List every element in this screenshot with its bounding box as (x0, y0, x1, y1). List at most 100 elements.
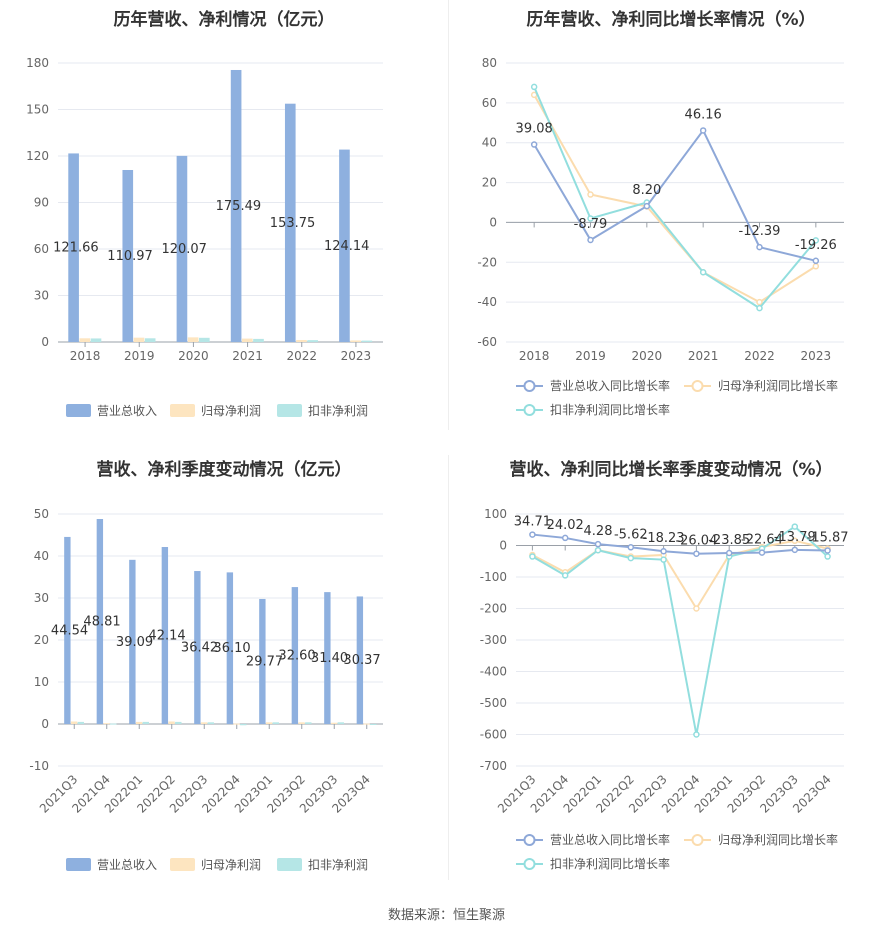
bar (265, 722, 273, 724)
data-point (587, 236, 594, 244)
bar (241, 338, 253, 342)
y-tick-label: 100 (484, 507, 507, 521)
data-point (594, 546, 602, 554)
bar (90, 338, 102, 342)
legend-marker (523, 380, 536, 392)
data-label: -5.62 (614, 527, 648, 542)
data-point (693, 550, 700, 557)
chart-panel-quarterly-revenue: 营收、净利季度变动情况（亿元） -10 0 10 20 30 40 50 2021Q3 2021… (0, 455, 448, 880)
data-label: 44.54 (51, 623, 88, 638)
annual-revenue-chart: 0 30 60 90 120 150 180 2018 2019 2020 2021 2022 2023… (26, 56, 383, 418)
series-line (531, 525, 829, 735)
data-label: 39.09 (116, 635, 153, 650)
y-tick-label: 0 (41, 717, 49, 731)
data-label: 42.14 (148, 629, 185, 644)
data-point (699, 269, 707, 276)
bar (68, 153, 79, 342)
y-tick-label: -10 (29, 759, 49, 773)
legend-label: 扣非净利润同比增长率 (550, 402, 670, 417)
data-label: 110.97 (107, 249, 153, 264)
legend-label: 归母净利润同比增长率 (718, 832, 838, 847)
legend-marker (523, 858, 536, 870)
bar (339, 149, 350, 342)
legend-swatch (277, 404, 302, 417)
y-tick-label: -500 (480, 696, 507, 710)
data-point (812, 257, 820, 265)
y-tick-label: 20 (34, 633, 49, 647)
y-tick-label: 40 (482, 136, 497, 150)
data-point (791, 546, 799, 554)
y-tick-label: 30 (34, 289, 49, 303)
bar (96, 518, 104, 724)
chart-title: 历年营收、净利情况（亿元） (113, 10, 335, 30)
chart-panel-annual-revenue: 历年营收、净利情况（亿元） 0 30 60 90 120 150 180 2018 2019 20… (0, 0, 448, 430)
bar (161, 547, 169, 724)
data-label: -8.79 (574, 217, 608, 232)
y-tick-label: 150 (26, 103, 49, 117)
data-label: 34.71 (514, 515, 551, 530)
data-label: 46.16 (685, 107, 722, 122)
data-point (693, 605, 700, 612)
x-tick-label: 2023 (341, 349, 372, 363)
bar (350, 340, 361, 342)
x-tick-label: 2018 (70, 349, 101, 363)
data-point (561, 572, 569, 579)
legend-label: 归母净利润同比增长率 (718, 378, 838, 393)
quarterly-revenue-chart: -10010203040502021Q32021Q42022Q12022Q220… (29, 507, 383, 872)
bar (144, 338, 156, 342)
data-point (791, 523, 799, 530)
x-tick-label: 2021 (688, 349, 719, 363)
bar (129, 559, 136, 724)
chart-title: 营收、净利同比增长率季度变动情况（%） (509, 460, 833, 480)
y-tick-label: -60 (477, 335, 497, 349)
data-label: 8.20 (632, 183, 661, 198)
y-tick-label: 50 (34, 507, 49, 521)
annual-growth-chart: -60 -40 -20 0 20 40 60 80 2018 2019 2020 2021 2022 20… (477, 56, 844, 417)
legend-marker (523, 834, 536, 846)
x-tick-label: 2020 (632, 349, 663, 363)
data-label: 36.42 (181, 641, 218, 656)
legend-swatch (66, 404, 91, 417)
y-tick-label: -200 (480, 602, 507, 616)
series-line (533, 128, 817, 262)
bar (233, 723, 240, 725)
data-label: 24.02 (547, 518, 584, 533)
legend-marker (523, 404, 536, 416)
legend-label: 扣非净利润 (308, 858, 368, 872)
data-point (758, 549, 766, 556)
vertical-divider (448, 0, 449, 430)
data-label: -26.04 (675, 534, 717, 549)
data-label: -13.79 (774, 530, 816, 545)
data-point (643, 202, 651, 210)
y-tick-label: 80 (482, 56, 497, 70)
bar (200, 722, 208, 724)
y-tick-label: 120 (26, 149, 49, 163)
x-tick-label: 2022 (744, 349, 775, 363)
y-tick-label: 10 (34, 675, 49, 689)
series-line (533, 94, 817, 304)
y-tick-label: 30 (34, 591, 49, 605)
legend-label: 归母净利润 (201, 404, 261, 418)
y-tick-label: -100 (480, 570, 507, 584)
data-point (587, 191, 594, 198)
chart-panel-annual-growth: 历年营收、净利同比增长率情况（%） -60 -40 -20 0 20 40 60 80 2018… (449, 0, 893, 430)
legend-label: 营业总收入同比增长率 (550, 378, 670, 393)
data-label: 175.49 (216, 199, 262, 214)
data-point (756, 298, 763, 306)
bar (272, 722, 279, 724)
bar (110, 723, 117, 725)
data-point (660, 547, 667, 555)
legend-swatch (277, 858, 302, 871)
y-tick-label: -600 (480, 728, 507, 742)
bar (356, 596, 364, 724)
data-label: 30.37 (343, 653, 380, 668)
data-point (824, 547, 831, 554)
bar (370, 724, 377, 725)
y-tick-label: 0 (489, 215, 497, 229)
y-tick-label: 180 (26, 56, 49, 70)
bar (253, 338, 264, 342)
legend-label: 营业总收入 (97, 858, 157, 872)
vertical-divider (448, 455, 449, 880)
bar (226, 572, 234, 724)
bar (259, 598, 266, 724)
